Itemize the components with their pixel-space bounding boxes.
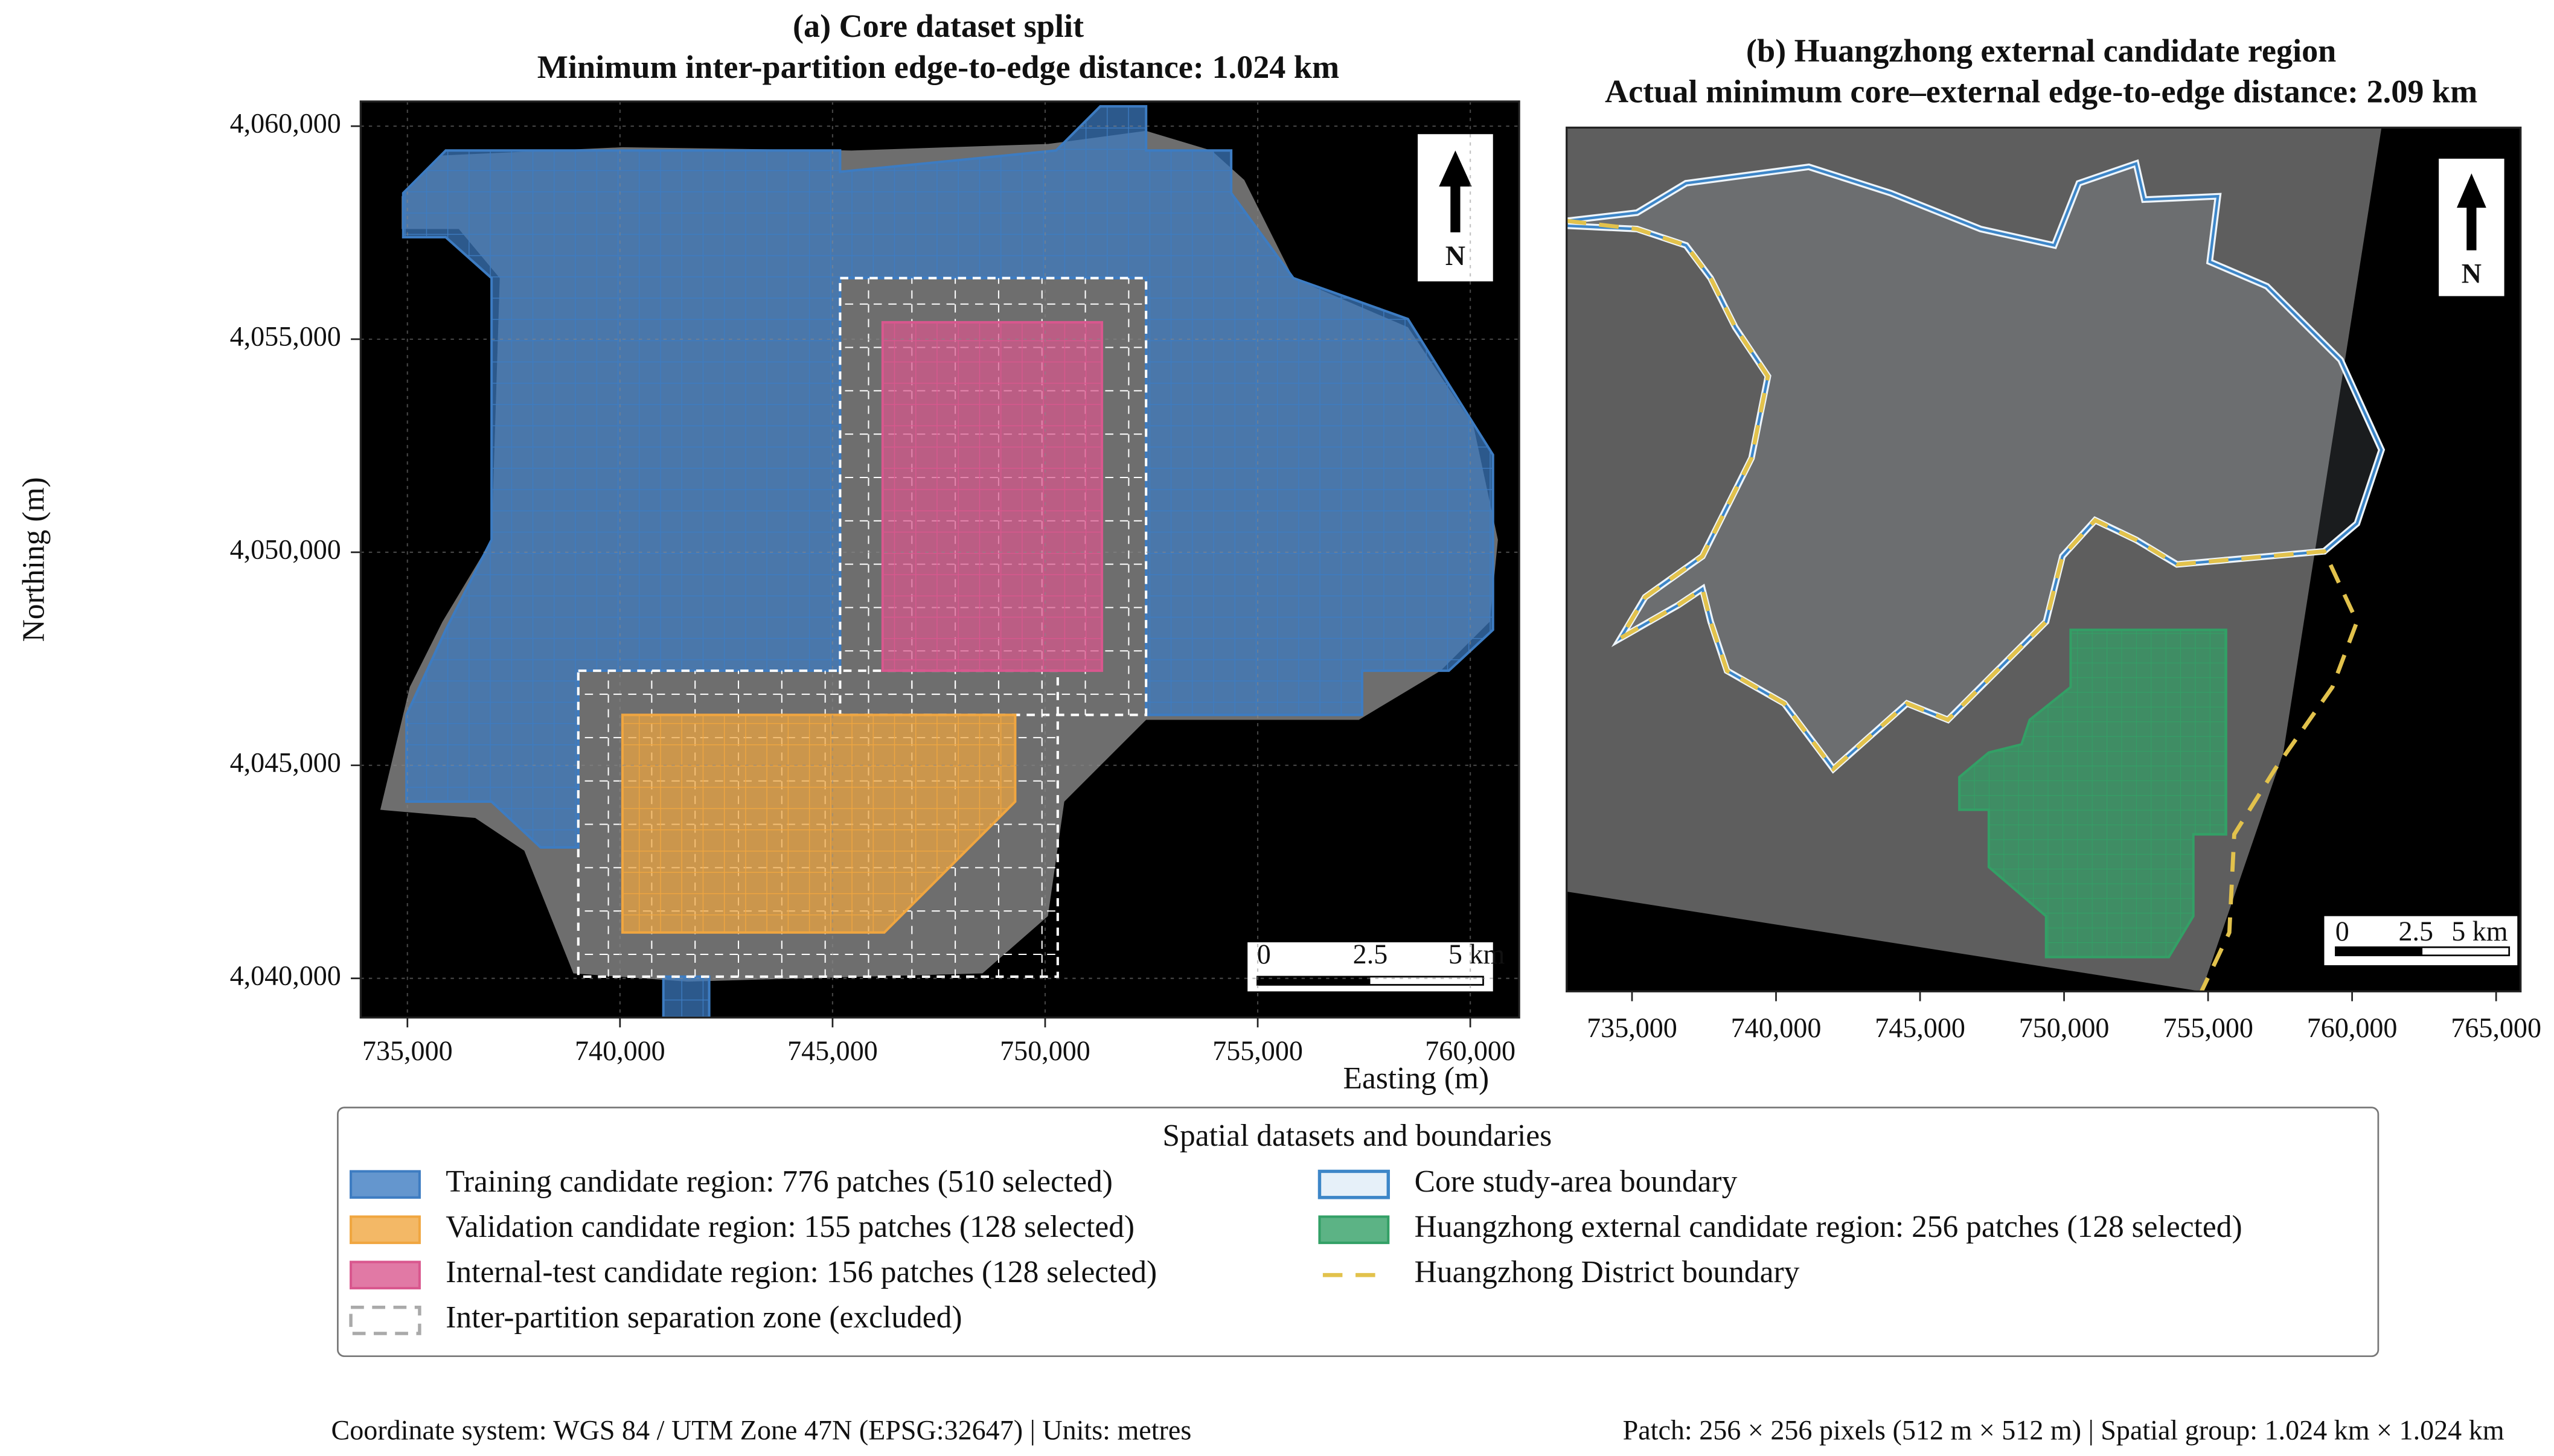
legend-label: Internal-test candidate region: 156 patc… bbox=[446, 1255, 1157, 1289]
x-tick-label: 755,000 bbox=[2163, 1012, 2253, 1043]
external-region bbox=[1958, 628, 2227, 959]
x-tick-label: 760,000 bbox=[2307, 1012, 2398, 1043]
footnote: Patch: 256 × 256 pixels (512 m × 512 m) … bbox=[1623, 1415, 2504, 1446]
legend-title: Spatial datasets and boundaries bbox=[1162, 1119, 1552, 1153]
scalebar-label: 5 km bbox=[1448, 939, 1505, 969]
x-axis-label: Easting (m) bbox=[1343, 1061, 1490, 1096]
x-tick-label: 765,000 bbox=[2451, 1012, 2541, 1043]
legend-swatch bbox=[1318, 1215, 1390, 1244]
scalebar-label: 0 bbox=[2335, 916, 2349, 947]
scalebar-box bbox=[2324, 916, 2518, 965]
legend-swatch bbox=[350, 1260, 421, 1289]
x-tick-label: 750,000 bbox=[2019, 1012, 2110, 1043]
north-arrow bbox=[2456, 173, 2486, 251]
panel-subtitle: Actual minimum core–external edge-to-edg… bbox=[1605, 74, 2477, 110]
scalebar-label: 5 km bbox=[2451, 916, 2508, 947]
x-tick-label: 745,000 bbox=[1875, 1012, 1965, 1043]
x-tick-label: 760,000 bbox=[1425, 1035, 1515, 1066]
legend-swatch bbox=[350, 1215, 421, 1244]
legend-swatch bbox=[350, 1170, 421, 1199]
legend-label: Core study-area boundary bbox=[1415, 1164, 1738, 1199]
scalebar-label: 2.5 bbox=[1353, 939, 1388, 969]
north-arrow bbox=[1439, 150, 1472, 232]
plot-frame bbox=[1566, 126, 2522, 992]
x-tick-label: 735,000 bbox=[362, 1035, 453, 1066]
x-tick-label: 735,000 bbox=[1587, 1012, 1677, 1043]
scalebar bbox=[2335, 947, 2423, 956]
scalebar-label: 0 bbox=[1257, 939, 1271, 969]
y-axis-label: Northing (m) bbox=[17, 477, 51, 642]
y-tick-label: 4,040,000 bbox=[230, 960, 341, 991]
test-region bbox=[881, 321, 1104, 672]
panel-title: (a) Core dataset split bbox=[793, 8, 1084, 44]
x-tick-label: 755,000 bbox=[1212, 1035, 1303, 1066]
legend-swatch bbox=[1317, 1169, 1390, 1199]
legend-label: Huangzhong external candidate region: 25… bbox=[1415, 1210, 2242, 1244]
scalebar-label: 2.5 bbox=[2398, 916, 2433, 947]
district-boundary bbox=[1566, 219, 2360, 992]
legend-label: Huangzhong District boundary bbox=[1415, 1255, 1800, 1289]
x-tick-label: 740,000 bbox=[1731, 1012, 1822, 1043]
y-tick-label: 4,050,000 bbox=[230, 534, 341, 564]
x-tick-label: 745,000 bbox=[787, 1035, 878, 1066]
y-tick-label: 4,060,000 bbox=[230, 108, 341, 139]
legend-label: Validation candidate region: 155 patches… bbox=[446, 1210, 1135, 1244]
legend-label: Training candidate region: 776 patches (… bbox=[446, 1164, 1113, 1199]
panel-subtitle: Minimum inter-partition edge-to-edge dis… bbox=[537, 49, 1339, 85]
legend: Training candidate region: 776 patches (… bbox=[349, 1164, 2242, 1335]
north-label: N bbox=[2462, 258, 2482, 289]
legend-swatch bbox=[349, 1305, 421, 1335]
plot-frame bbox=[359, 100, 1520, 1019]
map-a: N 0 2.5 5 km bbox=[360, 101, 1520, 1018]
panel-title: (b) Huangzhong external candidate region bbox=[1746, 33, 2336, 69]
north-label: N bbox=[1445, 240, 1465, 271]
x-tick-label: 750,000 bbox=[1000, 1035, 1090, 1066]
training-region bbox=[402, 105, 1494, 1018]
map-b: N 0 2.5 5 km bbox=[1566, 127, 2521, 992]
legend-label: Inter-partition separation zone (exclude… bbox=[446, 1300, 962, 1335]
x-tick-label: 740,000 bbox=[575, 1035, 665, 1066]
validation-region bbox=[621, 714, 1017, 934]
y-tick-label: 4,045,000 bbox=[230, 747, 341, 777]
footnote: Coordinate system: WGS 84 / UTM Zone 47N… bbox=[331, 1415, 1192, 1446]
y-tick-label: 4,055,000 bbox=[230, 321, 341, 351]
